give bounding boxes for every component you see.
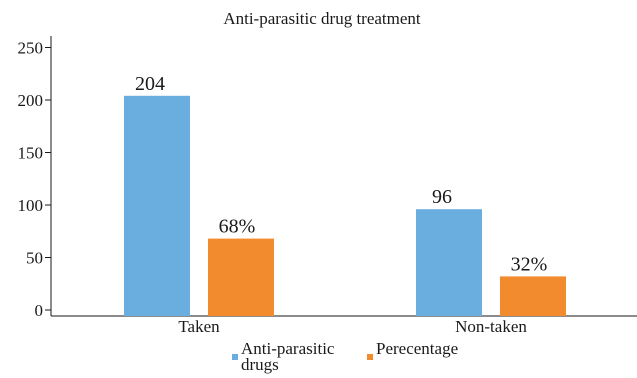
data-label: 204: [135, 73, 165, 95]
y-tick-label: 250: [18, 39, 44, 58]
bar-taken-percentage: [208, 238, 274, 316]
data-label: 96: [432, 186, 452, 208]
legend-label-drugs: Anti-parasitic drugs: [241, 339, 335, 374]
legend-swatch-percentage: [367, 354, 373, 360]
x-category-label: Non-taken: [455, 317, 527, 336]
legend-item-drugs: Anti-parasitic drugs: [232, 339, 361, 374]
bar-non-taken-percentage: [500, 276, 566, 316]
bar-non-taken-drugs: [416, 209, 482, 316]
y-tick-label: 200: [18, 91, 44, 110]
legend: Anti-parasitic drugs Perecentage: [232, 339, 464, 374]
y-tick-label: 0: [35, 301, 44, 320]
x-category-label: Taken: [178, 317, 220, 336]
bar-taken-drugs: [124, 95, 190, 316]
chart-title: Anti-parasitic drug treatment: [223, 9, 421, 28]
data-label: 68%: [219, 216, 256, 238]
y-tick-label: 100: [18, 196, 44, 215]
y-tick-label: 50: [26, 249, 43, 268]
legend-swatch-drugs: [232, 354, 238, 360]
data-label: 32%: [511, 253, 548, 275]
legend-label-percentage: Perecentage: [376, 339, 459, 358]
y-tick-label: 150: [18, 144, 44, 163]
legend-item-percentage: Perecentage: [367, 339, 459, 360]
